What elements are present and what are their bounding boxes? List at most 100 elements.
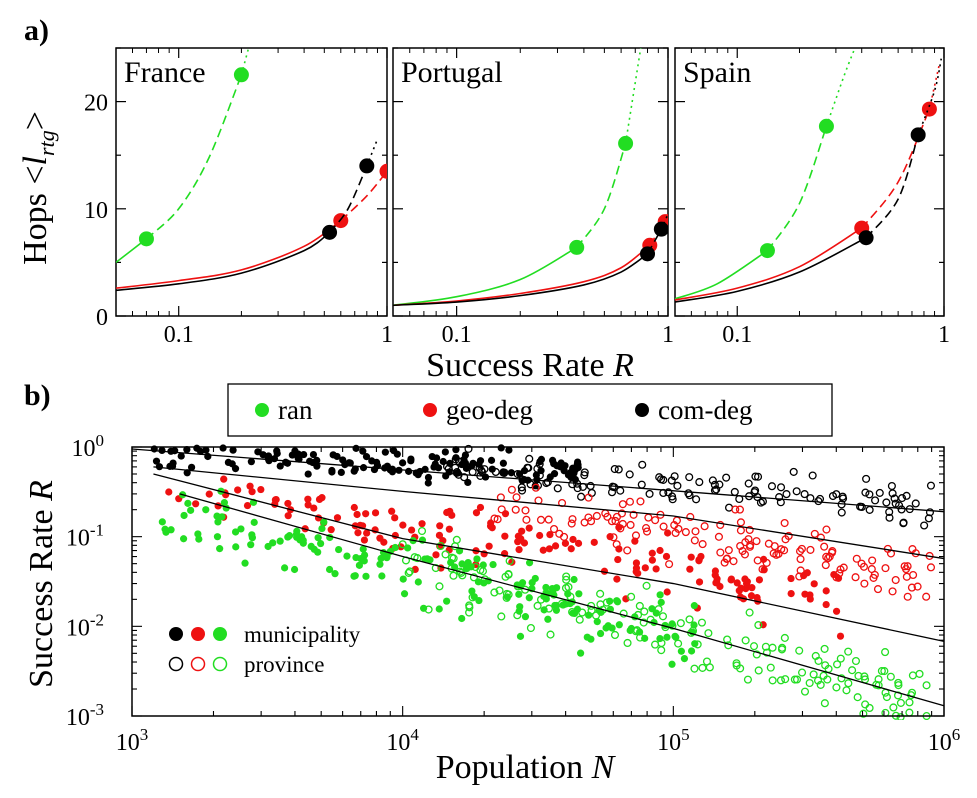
scatter-point — [202, 506, 210, 514]
series-marker — [858, 230, 874, 246]
scatter-point — [351, 465, 359, 473]
legend-frame — [227, 383, 833, 437]
scatter-point — [842, 686, 851, 695]
scatter-point — [284, 499, 292, 508]
scatter-point — [657, 638, 666, 648]
scatter-point — [318, 524, 326, 533]
scatter-point — [567, 473, 575, 482]
scatter-point — [869, 573, 878, 582]
scatter-point — [874, 675, 883, 684]
scatter-point — [889, 703, 898, 712]
scatter-point — [859, 709, 868, 718]
scatter-point — [631, 627, 640, 636]
scatter-point — [351, 572, 359, 580]
scatter-point — [860, 579, 869, 588]
scatter-point — [158, 446, 166, 455]
x-tick-label: 1 — [662, 322, 674, 348]
scatter-point — [784, 531, 793, 541]
series-line — [675, 249, 768, 300]
curves — [675, 48, 943, 303]
scatter-point — [686, 565, 694, 573]
scatter-point — [618, 500, 627, 509]
scatter-point — [525, 454, 534, 463]
scatter-point — [462, 464, 471, 472]
x-tick-label: 104 — [386, 725, 419, 756]
scatter-point — [346, 459, 354, 467]
scatter-point — [640, 607, 649, 616]
scatter-point — [810, 580, 818, 588]
scatter-point — [776, 483, 786, 492]
scatter-point — [354, 529, 362, 537]
scatter-point — [179, 535, 188, 543]
scatter-point — [712, 579, 720, 587]
scatter-point — [490, 588, 499, 597]
scatter-point — [894, 681, 903, 690]
scatter-point — [177, 452, 185, 460]
panel-b-letter: b) — [24, 379, 51, 412]
scatter-point — [623, 546, 632, 555]
scatter-point — [708, 476, 717, 485]
scatter-point — [535, 460, 544, 469]
scatter-point — [816, 680, 825, 689]
fit-lines — [132, 448, 945, 707]
scatter-point — [735, 587, 743, 595]
scatter-point — [568, 515, 577, 524]
scatter-point — [692, 495, 701, 504]
scatter-point — [648, 556, 656, 564]
scatter-point — [545, 545, 553, 553]
scatter-point — [525, 594, 533, 602]
scatter-point — [806, 494, 815, 503]
scatter-point — [915, 669, 924, 678]
scatter-point — [167, 526, 175, 534]
scatter-point — [797, 544, 806, 553]
scatter-point — [543, 478, 552, 487]
scatter-point — [229, 446, 237, 454]
scatter-point — [926, 563, 936, 572]
y-tick-label: 10-1 — [66, 521, 104, 552]
scatter-point — [609, 533, 618, 542]
scatter-point — [573, 484, 582, 493]
y-tick-label: 10 — [84, 198, 108, 224]
scatter-point — [800, 490, 809, 499]
scatter-point — [795, 547, 805, 556]
scatter-point — [362, 572, 370, 580]
scatter-point — [435, 531, 444, 539]
scatter-point — [748, 584, 756, 592]
scatter-point — [293, 527, 301, 535]
scatter-point — [616, 524, 625, 533]
scatter-point — [155, 463, 164, 471]
scatter-point — [167, 447, 175, 455]
scatter-point — [180, 511, 188, 520]
scatter-point — [586, 481, 595, 491]
panel-b-y-axis-label: Success Rate R — [23, 480, 60, 688]
scatter-point — [837, 674, 846, 683]
scatter-point — [698, 540, 707, 549]
scatter-point — [792, 487, 801, 496]
series-line — [825, 48, 856, 127]
scatter-point — [610, 464, 619, 474]
series-line — [766, 125, 828, 252]
legend-label: geo-deg — [446, 395, 533, 425]
scatter-point — [867, 565, 876, 574]
scatter-point — [593, 618, 601, 626]
scatter-point — [656, 591, 664, 599]
scatter-point — [388, 507, 396, 515]
scatter-point — [273, 447, 281, 455]
scatter-point — [652, 609, 660, 617]
scatter-point — [413, 554, 422, 563]
scatter-point — [577, 649, 585, 657]
scatter-point — [755, 576, 764, 584]
scatter-point — [776, 676, 785, 685]
scatter-point — [827, 548, 836, 557]
curves — [393, 48, 668, 307]
scatter-series — [442, 444, 936, 530]
scatter-point — [745, 525, 754, 535]
scatter-point — [618, 519, 627, 529]
scatter-point — [161, 525, 169, 533]
scatter-point — [615, 621, 623, 629]
scatter-point — [659, 522, 668, 531]
legend-label: province — [244, 652, 324, 677]
series-line — [393, 253, 648, 307]
series-line — [865, 134, 919, 239]
